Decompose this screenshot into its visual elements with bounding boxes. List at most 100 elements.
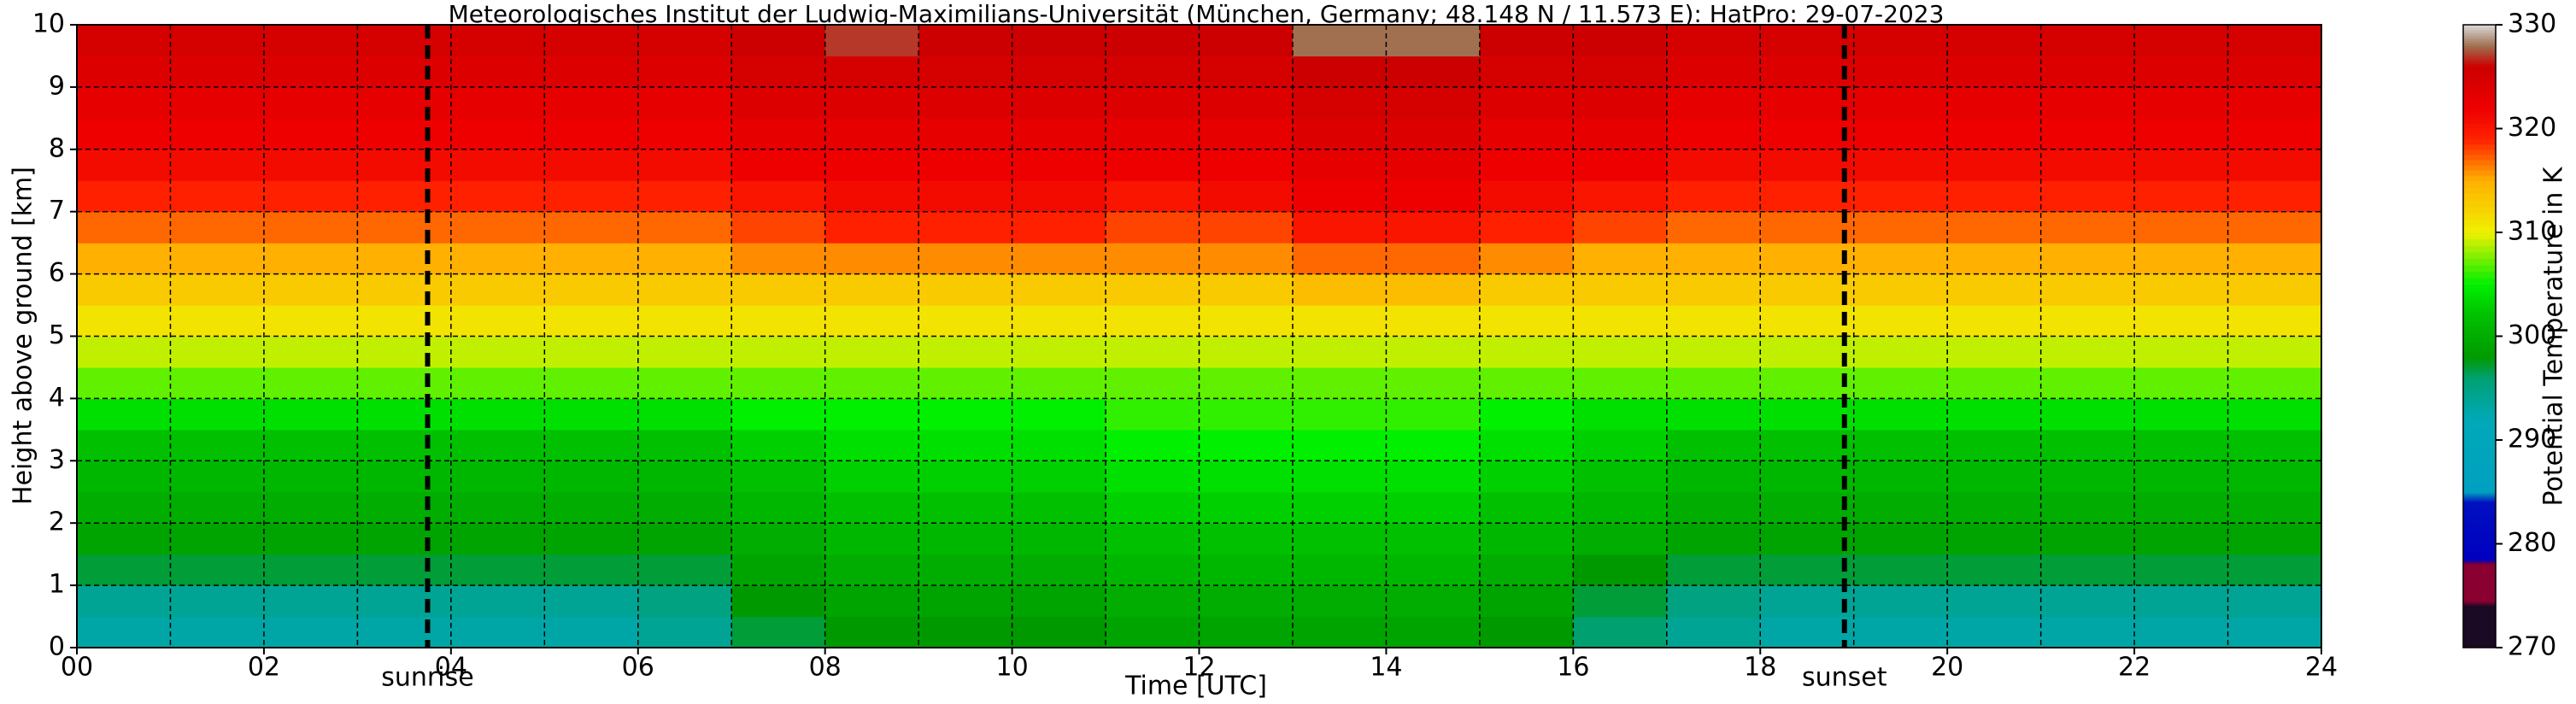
heat-cell (263, 118, 358, 150)
heat-cell (1666, 180, 1761, 213)
colorbar-segment (2463, 219, 2496, 226)
heat-cell (637, 86, 732, 119)
heat-cell (77, 616, 172, 648)
heat-cell (2040, 398, 2135, 431)
x-tick-label: 14 (1370, 653, 1402, 683)
heat-cell (1853, 367, 1948, 399)
heat-cell (1386, 523, 1481, 555)
heat-cell (170, 273, 265, 306)
heat-cell (1479, 491, 1574, 524)
heat-cell (1292, 461, 1388, 493)
colorbar-segment (2463, 537, 2496, 546)
chart-title: Meteorologisches Institut der Ludwig-Max… (449, 0, 1945, 28)
heat-cell (1012, 429, 1106, 461)
heat-cell (1292, 523, 1388, 555)
heat-cell (918, 461, 1013, 493)
x-tick-label: 02 (248, 653, 280, 683)
colorbar-segment (2463, 238, 2496, 246)
heat-cell (1760, 149, 1855, 181)
heat-cell (450, 273, 545, 306)
heat-cell (77, 273, 172, 306)
colorbar-segment (2463, 604, 2496, 607)
heat-cell (1386, 243, 1481, 275)
heat-cell (1012, 86, 1106, 119)
heat-cell (1479, 616, 1574, 648)
heat-cell (1947, 180, 2042, 213)
heat-cell (637, 336, 732, 368)
heat-cell (1012, 461, 1106, 493)
heat-cell (170, 243, 265, 275)
colorbar-segment (2463, 154, 2496, 161)
heat-cell (1106, 180, 1200, 213)
heat-cell (824, 616, 919, 648)
colorbar-segment (2463, 569, 2496, 574)
heat-cell (2134, 305, 2229, 337)
colorbar-segment (2463, 291, 2496, 296)
colorbar-segment (2463, 578, 2496, 584)
heat-cell (918, 367, 1013, 399)
heat-cell (1666, 461, 1761, 493)
colorbar-segment (2463, 587, 2496, 593)
heat-cell (2040, 491, 2135, 524)
heat-cell (450, 523, 545, 555)
heat-cell (1573, 305, 1668, 337)
colorbar-segment (2463, 437, 2496, 448)
heat-cell (2040, 367, 2135, 399)
heat-cell (1853, 616, 1948, 648)
heat-cell (77, 149, 172, 181)
colorbar-segment (2463, 373, 2496, 376)
heat-cell (357, 491, 452, 524)
heat-cell (1573, 523, 1668, 555)
heat-cell (1573, 336, 1668, 368)
heat-cell (1106, 56, 1200, 88)
heat-cell (1479, 118, 1574, 150)
heat-cell (263, 491, 358, 524)
heat-cell (263, 398, 358, 431)
heat-cell (637, 243, 732, 275)
heat-cell (1386, 180, 1481, 213)
heat-cell (1106, 149, 1200, 181)
heat-cell (2134, 25, 2229, 57)
colorbar-segment (2463, 523, 2496, 531)
colorbar-segment (2463, 383, 2496, 389)
heat-cell (2040, 336, 2135, 368)
heat-cell (263, 336, 358, 368)
heat-cell (2134, 118, 2229, 150)
colorbar-segment (2463, 61, 2496, 65)
colorbar-segment (2463, 378, 2496, 384)
colorbar-segment (2463, 66, 2496, 73)
heat-cell (1106, 305, 1200, 337)
heat-cell (2040, 273, 2135, 306)
heat-cell (1479, 56, 1574, 88)
colorbar-segment (2463, 516, 2496, 525)
heat-cell (170, 56, 265, 88)
heat-cell (2040, 554, 2135, 586)
colorbar-segment (2463, 271, 2496, 279)
colorbar-segment (2463, 251, 2496, 259)
colorbar-segment (2463, 50, 2496, 54)
heat-cell (824, 554, 919, 586)
heat-cell (544, 336, 639, 368)
colorbar-segment (2463, 564, 2496, 566)
colorbar-segment (2463, 601, 2496, 603)
heat-cell (263, 585, 358, 618)
heat-cell (450, 56, 545, 88)
plot-frame (76, 24, 2322, 648)
heat-cell (1199, 429, 1294, 461)
heat-cell (824, 243, 919, 275)
colorbar-segment (2463, 359, 2496, 363)
heat-cell (544, 273, 639, 306)
heat-cell (2040, 180, 2135, 213)
heat-cell (2134, 149, 2229, 181)
heat-cell (824, 149, 919, 181)
heat-cell (77, 554, 172, 586)
colorbar-segment (2463, 583, 2496, 588)
colorbar-segment (2463, 336, 2496, 343)
colorbar-segment (2463, 361, 2496, 366)
heat-cell (918, 398, 1013, 431)
heat-cell (77, 429, 172, 461)
colorbar-segment (2463, 35, 2496, 38)
heat-cell (77, 118, 172, 150)
colorbar-segment (2463, 611, 2496, 618)
heat-cell (1666, 56, 1761, 88)
